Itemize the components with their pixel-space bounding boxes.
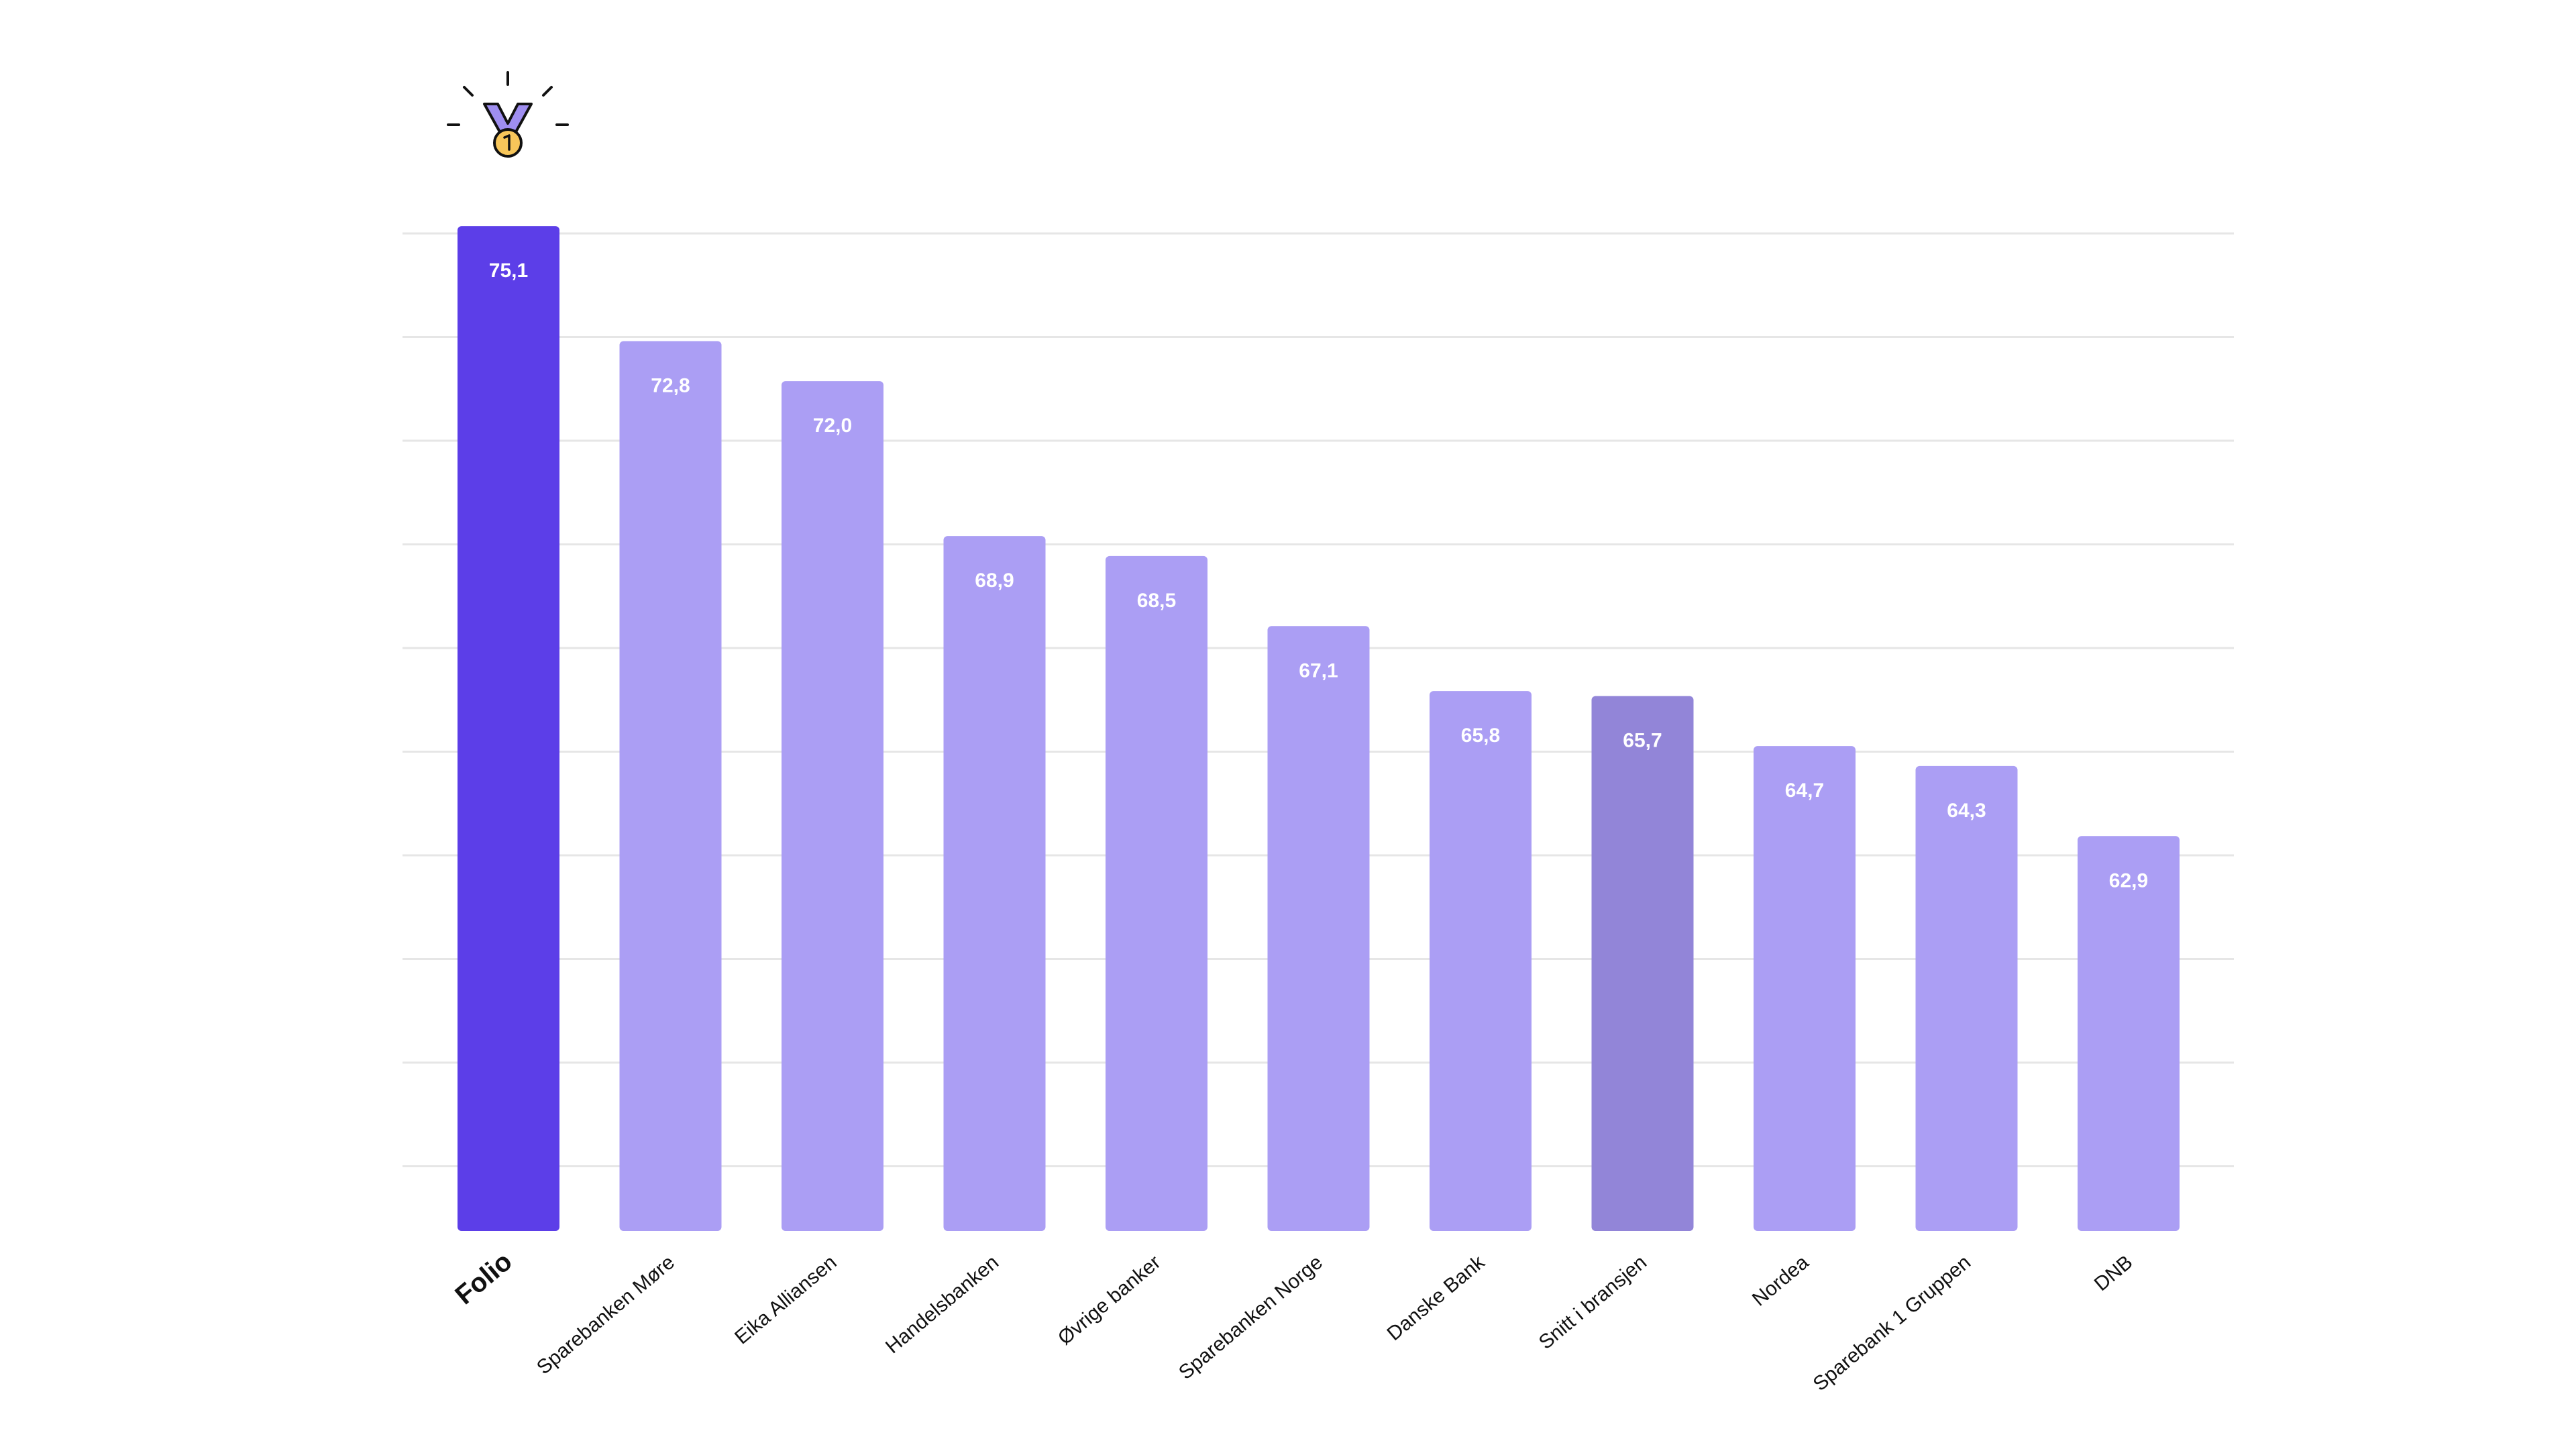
bar-danske-bank — [1430, 691, 1532, 1231]
category-label: Sparebanken Norge — [1175, 1251, 1327, 1384]
category-label: Handelsbanken — [881, 1251, 1003, 1358]
category-label: Øvrige banker — [1054, 1251, 1165, 1349]
value-label: 72,0 — [813, 415, 852, 437]
bar-sparebank-1-gruppen — [1915, 765, 2018, 1231]
bar-nordea — [1754, 746, 1856, 1231]
category-label: DNB — [2090, 1251, 2137, 1295]
category-label: Sparebanken Møre — [533, 1251, 679, 1379]
bar-folio — [458, 226, 559, 1232]
category-label: Folio — [449, 1246, 517, 1310]
bar-sparebanken-møre — [619, 341, 722, 1231]
bar-handelsbanken — [943, 536, 1046, 1231]
value-label: 68,9 — [975, 570, 1014, 592]
value-label: 67,1 — [1299, 659, 1338, 682]
category-labels: Folio Sparebanken Møre Eika Alliansen Hande… — [449, 1246, 2137, 1395]
gold-medal-icon — [447, 71, 569, 158]
value-label: 64,3 — [1947, 800, 1986, 822]
category-label: Nordea — [1748, 1251, 1813, 1311]
value-label: 64,7 — [1785, 780, 1824, 802]
value-label: 68,5 — [1137, 590, 1176, 612]
value-label: 75,1 — [489, 260, 528, 282]
bar-øvrige-banker — [1106, 555, 1208, 1231]
value-label: 72,8 — [651, 374, 690, 396]
category-label: Sparebank 1 Gruppen — [1809, 1251, 1975, 1395]
bar-dnb — [2078, 836, 2180, 1231]
value-label: 65,7 — [1623, 730, 1662, 752]
bars — [458, 226, 2180, 1232]
category-label: Danske Bank — [1383, 1250, 1490, 1345]
value-labels: 75,1 72,8 72,0 68,9 68,5 67,1 65,8 65,7 64,7 64,3… — [489, 260, 2148, 892]
value-label: 65,8 — [1461, 724, 1500, 747]
value-label: 62,9 — [2109, 869, 2148, 892]
category-label: Eika Alliansen — [731, 1251, 841, 1348]
bar-sparebanken-norge — [1267, 626, 1370, 1231]
category-label: Snitt i bransjen — [1535, 1251, 1651, 1354]
bar-snitt-i-bransjen — [1591, 696, 1694, 1231]
bar-eika-alliansen — [782, 381, 883, 1231]
